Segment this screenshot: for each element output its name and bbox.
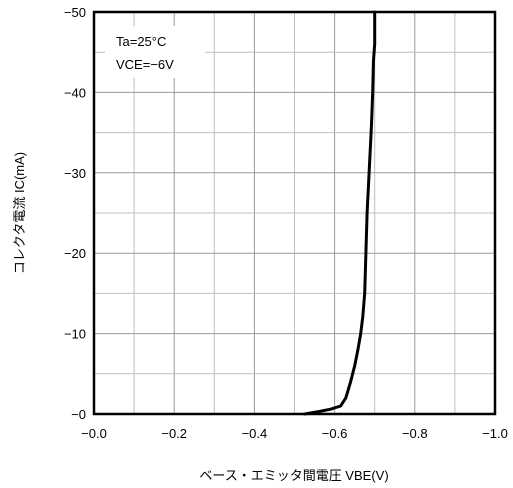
plot-frame (92, 10, 497, 416)
grid-lines (94, 12, 495, 414)
y-tick-label: −40 (64, 85, 86, 100)
x-tick-label: −0.4 (242, 426, 268, 441)
y-tick-label: −30 (64, 166, 86, 181)
x-tick-label: −0.0 (81, 426, 107, 441)
annotation-vce: VCE=−6V (116, 57, 174, 72)
y-tick-label: −10 (64, 327, 86, 342)
x-tick-label: −0.2 (161, 426, 187, 441)
y-tick-label: −0 (71, 407, 86, 422)
x-tick-label: −0.8 (402, 426, 428, 441)
y-axis-label: コレクタ電流 IC(mA) (12, 152, 27, 274)
x-tick-label: −1.0 (482, 426, 508, 441)
y-tick-label: −20 (64, 246, 86, 261)
y-tick-label: −50 (64, 5, 86, 20)
x-tick-label: −0.6 (322, 426, 348, 441)
tick-labels: −0.0 −0.2 −0.4 −0.6 −0.8 −1.0 −0 −10 −20 −30 −40 −5… (64, 5, 508, 441)
x-axis-label: ベース・エミッタ間電圧 VBE(V) (199, 468, 388, 483)
series-line (303, 10, 377, 416)
annotation-box: Ta=25°C VCE=−6V (105, 26, 205, 78)
annotation-temperature: Ta=25°C (116, 34, 166, 49)
